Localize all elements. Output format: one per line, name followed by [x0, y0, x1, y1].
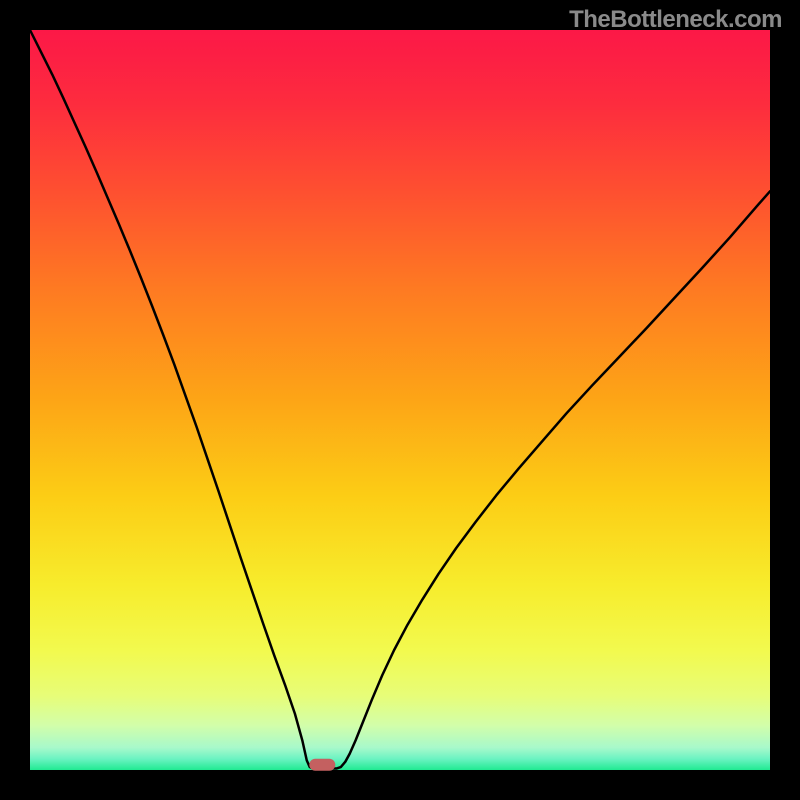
optimal-marker [309, 759, 335, 771]
outer-frame: TheBottleneck.com [0, 0, 800, 800]
bottleneck-chart [0, 0, 800, 800]
watermark-text: TheBottleneck.com [569, 6, 782, 34]
plot-background [30, 30, 770, 770]
